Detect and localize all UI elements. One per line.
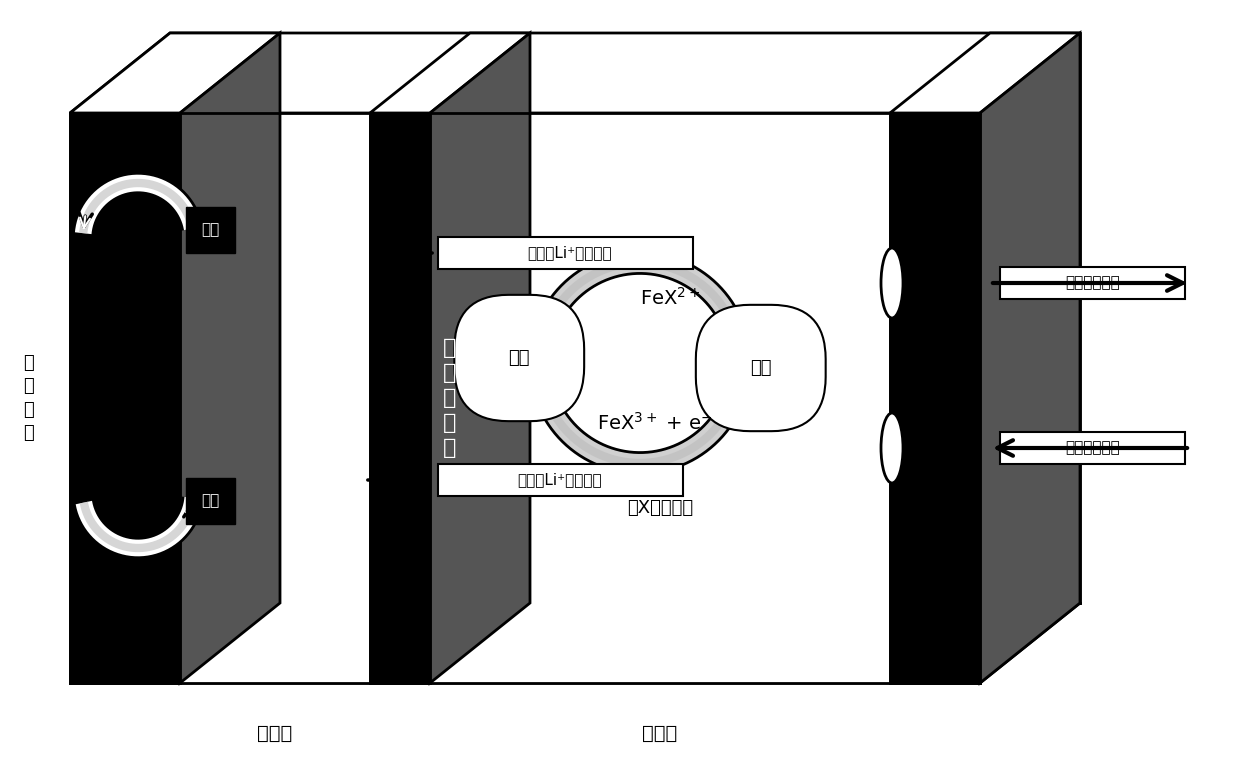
Text: 电
池
负
极: 电 池 负 极 <box>22 353 33 442</box>
Polygon shape <box>69 33 280 113</box>
FancyBboxPatch shape <box>999 432 1185 464</box>
Text: 充电: 充电 <box>201 223 219 237</box>
Polygon shape <box>430 113 890 683</box>
FancyBboxPatch shape <box>999 267 1185 299</box>
Text: 放电时Li⁺迁移方向: 放电时Li⁺迁移方向 <box>517 472 603 488</box>
Polygon shape <box>180 113 370 683</box>
Ellipse shape <box>880 248 903 318</box>
FancyBboxPatch shape <box>438 464 683 496</box>
FancyBboxPatch shape <box>438 237 693 269</box>
Polygon shape <box>890 113 980 683</box>
Text: 正极液流方向: 正极液流方向 <box>1065 441 1121 455</box>
Text: 充电: 充电 <box>750 359 771 377</box>
Ellipse shape <box>880 413 903 483</box>
Text: （X为配体）: （X为配体） <box>627 499 693 517</box>
Text: FeX$^{3+}$ + e$^{-}$: FeX$^{3+}$ + e$^{-}$ <box>598 412 713 434</box>
Text: 正极液流方向: 正极液流方向 <box>1065 275 1121 291</box>
Text: 充电: 充电 <box>201 223 219 237</box>
Polygon shape <box>69 603 1080 683</box>
Polygon shape <box>180 33 280 683</box>
Text: 负极液: 负极液 <box>258 724 293 743</box>
Polygon shape <box>69 33 1080 113</box>
Text: 放电: 放电 <box>201 493 219 509</box>
Text: 充电时Li⁺迁移方向: 充电时Li⁺迁移方向 <box>528 246 613 261</box>
Polygon shape <box>890 33 1080 113</box>
Polygon shape <box>370 113 430 683</box>
Text: 放电: 放电 <box>201 493 219 509</box>
Polygon shape <box>430 33 529 683</box>
Polygon shape <box>370 33 529 113</box>
Text: 放电: 放电 <box>508 349 529 367</box>
Polygon shape <box>69 113 180 683</box>
Text: 离
子
交
换
膜: 离 子 交 换 膜 <box>444 339 456 458</box>
Polygon shape <box>980 33 1080 683</box>
Text: 正极液: 正极液 <box>642 724 677 743</box>
Text: FeX$^{2+}$: FeX$^{2+}$ <box>640 287 701 309</box>
